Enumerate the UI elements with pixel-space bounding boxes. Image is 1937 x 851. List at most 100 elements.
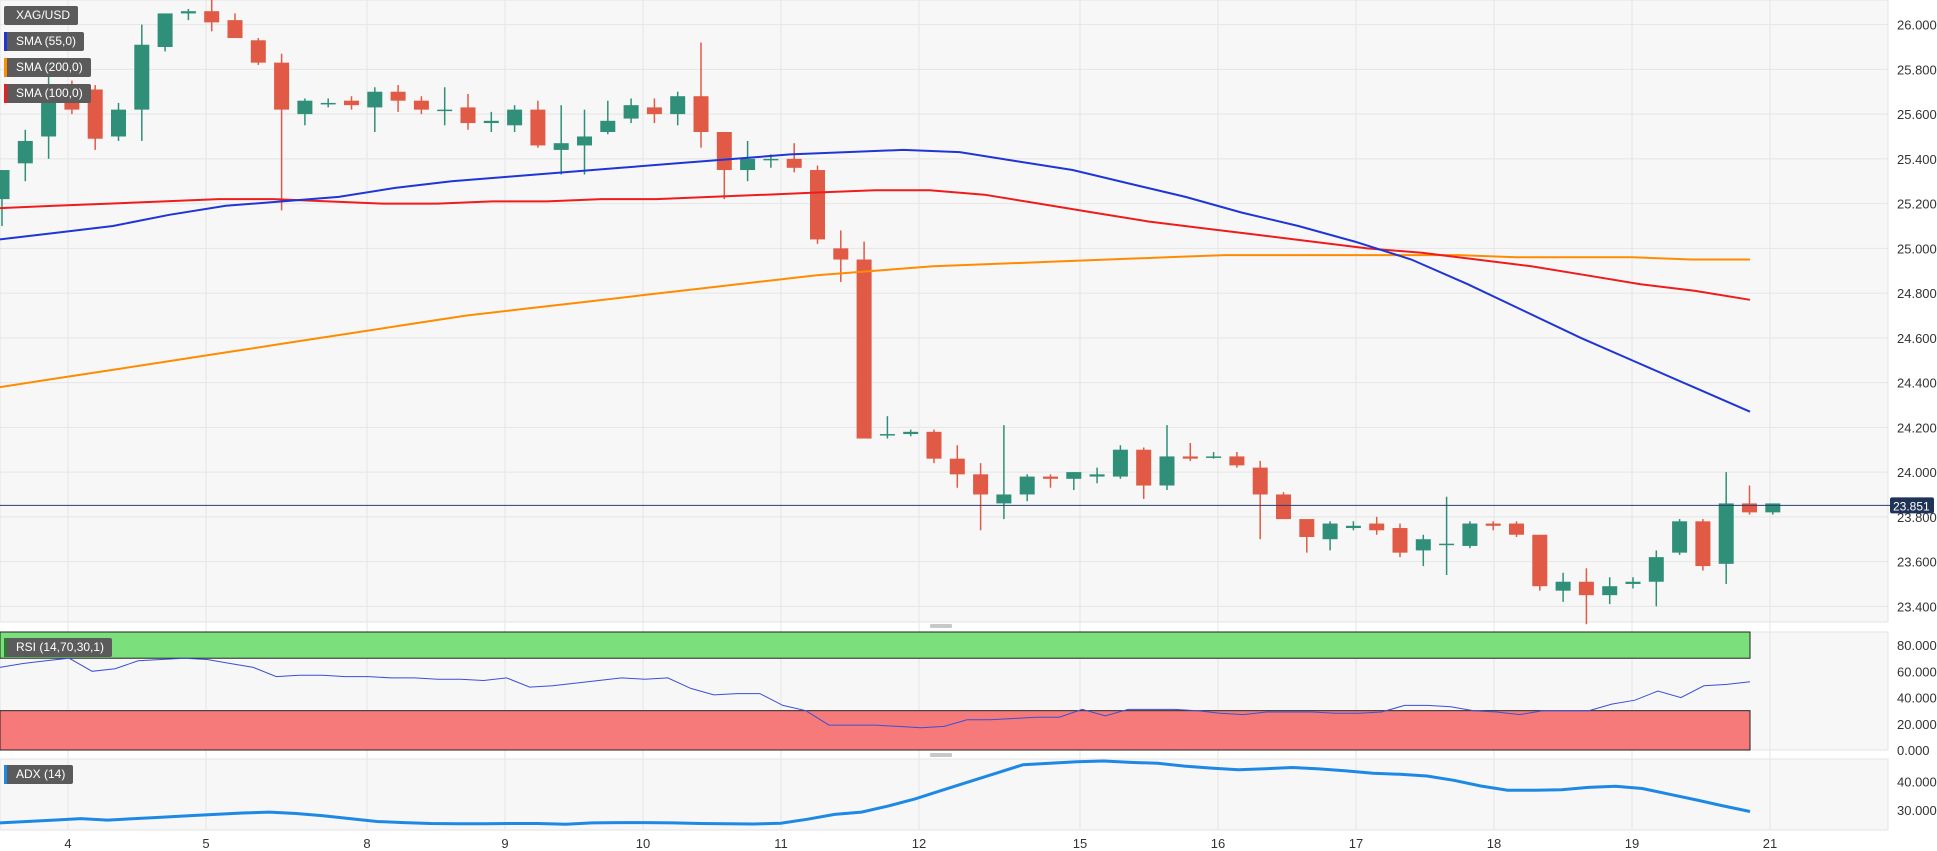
- candle-body: [1159, 456, 1175, 486]
- candle-body: [1322, 523, 1338, 540]
- rsi-tick-label: 40.000: [1897, 691, 1937, 706]
- candle-body: [1369, 523, 1385, 531]
- candle-body: [180, 11, 196, 14]
- candle-body: [1718, 503, 1734, 564]
- rsi-tick-label: 80.000: [1897, 638, 1937, 653]
- candle-body: [204, 11, 220, 23]
- candle-body: [1625, 581, 1641, 584]
- x-tick-label: 11: [774, 836, 788, 851]
- y-tick-label: 23.600: [1897, 555, 1937, 570]
- candle-body: [111, 109, 126, 137]
- y-tick-label: 25.800: [1897, 62, 1937, 77]
- adx-label: ADX (14): [16, 767, 66, 781]
- y-tick-label: 24.000: [1897, 465, 1937, 480]
- candle-body: [646, 107, 662, 115]
- candle-body: [1648, 557, 1664, 582]
- y-tick-label: 24.800: [1897, 286, 1937, 301]
- candle-body: [856, 259, 872, 439]
- sma55-legend[interactable]: SMA (55,0): [4, 32, 85, 51]
- panel-resize-handle: [930, 753, 952, 757]
- x-tick-label: 18: [1487, 836, 1501, 851]
- x-tick-label: 19: [1625, 836, 1639, 851]
- candle-body: [1672, 521, 1688, 553]
- candle-body: [716, 132, 732, 171]
- panel-background: [0, 758, 1889, 831]
- x-tick-label: 17: [1349, 836, 1363, 851]
- candle-body: [670, 96, 686, 115]
- x-tick-label: 12: [912, 836, 926, 851]
- candle-body: [1112, 449, 1128, 477]
- rsi-legend[interactable]: RSI (14,70,30,1): [4, 638, 113, 657]
- last-price-label: 23.851: [1893, 499, 1930, 513]
- symbol-legend[interactable]: XAG/USD: [4, 6, 79, 25]
- candle-body: [1462, 523, 1478, 546]
- candle-body: [1415, 539, 1431, 551]
- panel-background: [0, 0, 1889, 623]
- candle-body: [1206, 456, 1222, 458]
- rsi-label: RSI (14,70,30,1): [16, 640, 105, 654]
- candle-body: [553, 143, 569, 150]
- x-tick-label: 4: [64, 836, 71, 851]
- candle-body: [693, 96, 709, 133]
- candle-body: [390, 91, 406, 101]
- candle-body: [810, 170, 825, 240]
- candle-body: [1276, 494, 1291, 520]
- candle-body: [1439, 543, 1455, 546]
- rsi-swatch: [4, 638, 7, 657]
- rsi-tick-label: 0.000: [1897, 743, 1930, 758]
- candle-body: [577, 136, 592, 146]
- candle-body: [87, 89, 103, 139]
- y-tick-label: 23.800: [1897, 510, 1937, 525]
- rsi-panel: 80.000 60.000 40.000 20.000 0.000: [0, 631, 1937, 758]
- candle-body: [1695, 521, 1711, 567]
- x-tick-label: 15: [1073, 836, 1087, 851]
- sma55-label: SMA (55,0): [16, 34, 77, 48]
- candle-body: [600, 120, 616, 133]
- candle-body: [0, 170, 10, 200]
- panel-resize-handle: [930, 624, 952, 628]
- adx-tick-label: 30.000: [1897, 803, 1937, 818]
- candle-body: [903, 431, 919, 435]
- candle-body: [1299, 519, 1315, 537]
- candle-body: [1229, 456, 1245, 466]
- y-tick-label: 24.200: [1897, 420, 1937, 435]
- symbol-label: XAG/USD: [16, 8, 71, 22]
- candle-body: [1136, 449, 1152, 486]
- sma100-swatch: [4, 84, 7, 103]
- y-tick-label: 26.000: [1897, 18, 1937, 33]
- candle-body: [507, 109, 523, 126]
- rsi-tick-label: 60.000: [1897, 664, 1937, 679]
- x-tick-label: 5: [202, 836, 209, 851]
- candle-body: [926, 431, 942, 459]
- adx-line: [0, 759, 1751, 826]
- candle-body: [763, 158, 779, 161]
- candle-body: [483, 120, 499, 124]
- candle-body: [1602, 586, 1618, 596]
- candle-body: [833, 248, 849, 260]
- adx-legend[interactable]: ADX (14): [4, 765, 74, 784]
- candle-body: [1043, 476, 1058, 479]
- last-price-badge: [1890, 497, 1934, 514]
- candle-body: [227, 20, 243, 39]
- candle-body: [1509, 523, 1524, 535]
- y-tick-label: 25.200: [1897, 197, 1937, 212]
- sma200-legend[interactable]: SMA (200,0): [4, 58, 91, 77]
- x-tick-label: 10: [636, 836, 650, 851]
- candle-body: [740, 158, 756, 171]
- candle-body: [250, 40, 266, 63]
- candle-body: [17, 140, 33, 164]
- candle-body: [623, 105, 639, 119]
- rsi-line: [0, 657, 1751, 729]
- sma200-label: SMA (200,0): [16, 60, 83, 74]
- sma55-line: [0, 148, 1751, 413]
- x-tick-label: 21: [1763, 836, 1777, 851]
- y-tick-label: 24.600: [1897, 331, 1937, 346]
- sma200-swatch: [4, 58, 7, 77]
- candle-body: [157, 13, 173, 47]
- sma100-legend[interactable]: SMA (100,0): [4, 84, 91, 103]
- candle-body: [134, 44, 150, 110]
- rsi-overbought-zone: [0, 631, 1751, 659]
- x-tick-label: 9: [501, 836, 508, 851]
- y-tick-label: 25.400: [1897, 152, 1937, 167]
